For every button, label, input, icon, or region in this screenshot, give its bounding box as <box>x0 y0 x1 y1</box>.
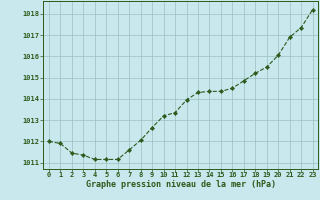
X-axis label: Graphe pression niveau de la mer (hPa): Graphe pression niveau de la mer (hPa) <box>86 180 276 189</box>
